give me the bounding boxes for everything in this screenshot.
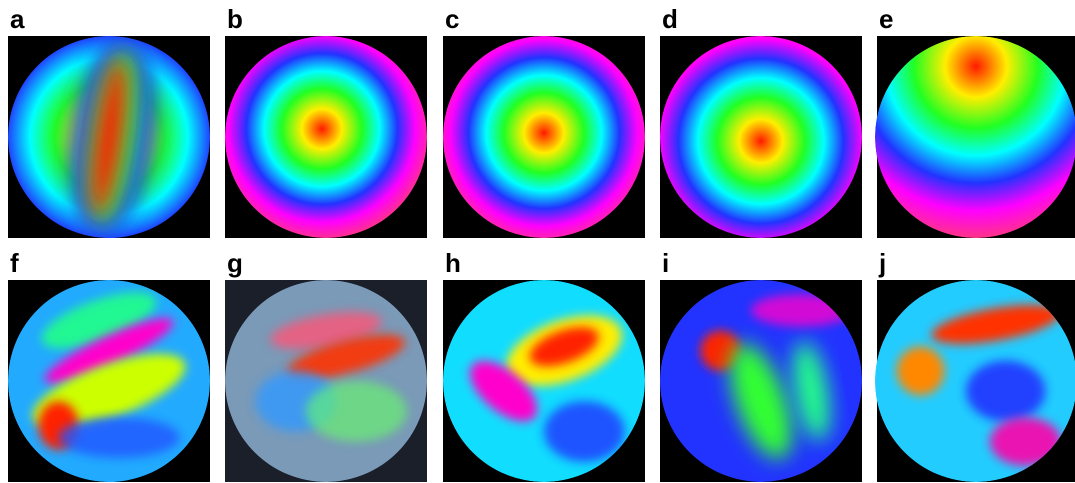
panel-label: b [227, 4, 243, 34]
panel-label: g [227, 248, 243, 278]
panel: b [225, 4, 427, 238]
panel-label: j [878, 248, 886, 278]
panel: f [8, 248, 210, 482]
disc [225, 280, 427, 482]
panel-image [875, 36, 1075, 238]
disc [443, 36, 645, 238]
panel-image [8, 280, 210, 482]
color-blob [966, 361, 1045, 422]
panel: e [875, 4, 1075, 238]
panel-label: h [445, 248, 461, 278]
panel-label: d [662, 4, 678, 34]
panel-image [443, 36, 645, 238]
panel: i [660, 248, 862, 482]
figure: a b c d e f g h i j [0, 0, 1075, 483]
color-blob [897, 347, 945, 395]
panel-image [875, 280, 1075, 482]
panel-image [443, 280, 645, 482]
color-blob [59, 417, 180, 457]
panel: j [875, 248, 1075, 482]
panel: d [660, 4, 862, 238]
panel-image [660, 36, 862, 238]
color-blob [306, 381, 407, 442]
panel: h [443, 248, 645, 482]
disc [875, 36, 1075, 238]
disc [660, 36, 862, 238]
panel: c [443, 4, 645, 238]
panel-image [225, 36, 427, 238]
panel: a [8, 4, 210, 243]
panel-label: c [445, 4, 459, 34]
panel-image [225, 280, 427, 482]
disc [225, 36, 427, 238]
panel-label: f [10, 248, 19, 278]
panel-label: e [879, 4, 893, 34]
panel-label: a [10, 4, 25, 34]
panel: g [225, 248, 427, 482]
color-blob [544, 401, 625, 462]
panel-label: i [662, 248, 669, 278]
panel-image [660, 280, 862, 482]
